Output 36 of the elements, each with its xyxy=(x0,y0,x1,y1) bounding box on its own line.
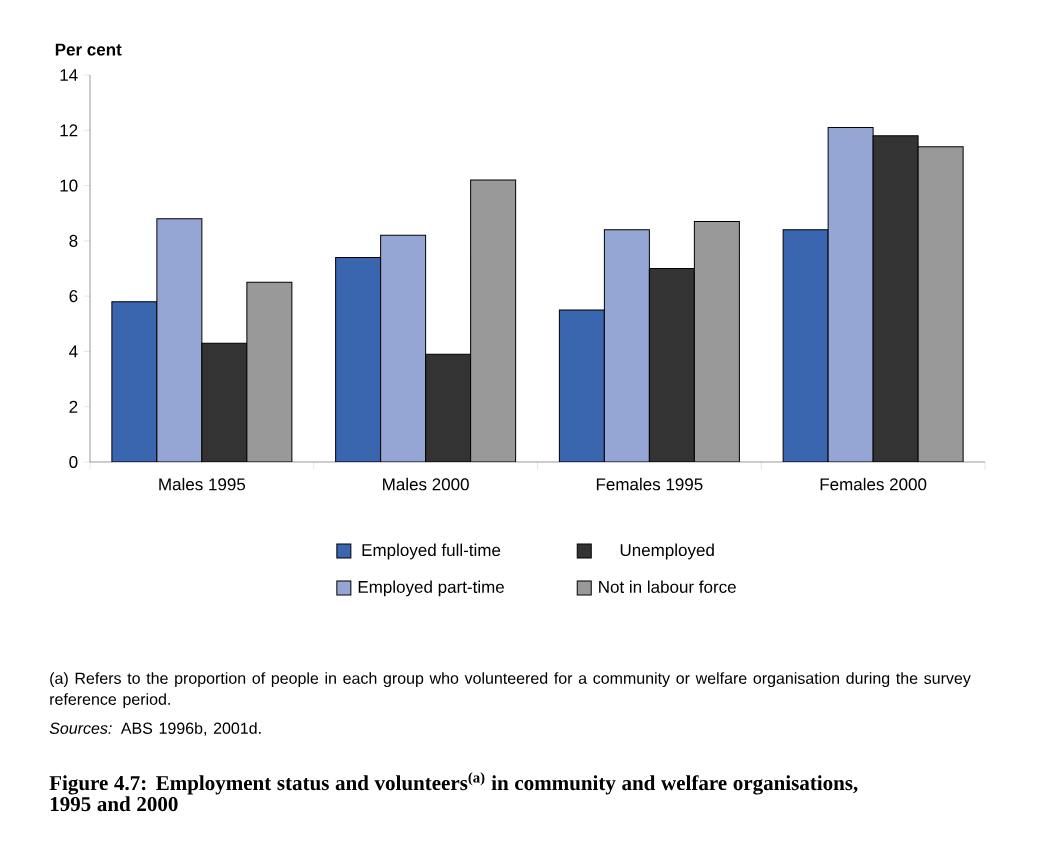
y-tick-label: 8 xyxy=(69,234,78,247)
bar xyxy=(470,179,517,462)
text: (a) Refers to the proportion of people in each group who volunteered for a community or welfare organisation during the survey reference period. xyxy=(50,672,971,709)
bar xyxy=(917,146,964,462)
y-tick-label: 14 xyxy=(60,69,78,81)
y-tick-label: 12 xyxy=(60,124,78,137)
bar xyxy=(201,342,248,462)
bar xyxy=(827,127,874,462)
bar xyxy=(603,229,650,462)
legend-label: Unemployed xyxy=(620,543,714,560)
legend-label: Employed full-time xyxy=(362,543,501,560)
legend-label: Employed part-time xyxy=(358,580,504,597)
bar xyxy=(782,229,829,462)
x-tick-label: Females 1995 xyxy=(596,477,703,491)
y-tick-label: 0 xyxy=(69,455,78,469)
bar xyxy=(246,281,293,462)
bar xyxy=(380,234,427,462)
bar xyxy=(693,221,740,462)
y-tick-label: 2 xyxy=(69,400,78,413)
x-tick-label: Males 1995 xyxy=(159,477,246,491)
bar xyxy=(156,218,203,462)
y-tick-label: 10 xyxy=(60,179,78,192)
y-tick-label: 6 xyxy=(69,290,78,303)
bar xyxy=(558,309,605,462)
x-tick-label: Females 2000 xyxy=(820,477,927,491)
y-axis-title: Per cent xyxy=(55,43,122,56)
x-tick-label: Males 2000 xyxy=(383,477,469,491)
text: Sources: ABS 1996b, 2001d. xyxy=(49,722,261,736)
y-tick-label: 4 xyxy=(69,345,78,358)
chart-title: Figure 4.7: Employment status and volunteers$^{(a)}$ in community and welfare organisations, 1995 and 2000 xyxy=(49,772,858,812)
bar xyxy=(648,268,695,462)
bar xyxy=(872,135,919,462)
bar xyxy=(425,353,472,462)
bar xyxy=(111,301,158,462)
legend-label: Not in labour force xyxy=(599,580,736,593)
bar xyxy=(335,256,382,462)
